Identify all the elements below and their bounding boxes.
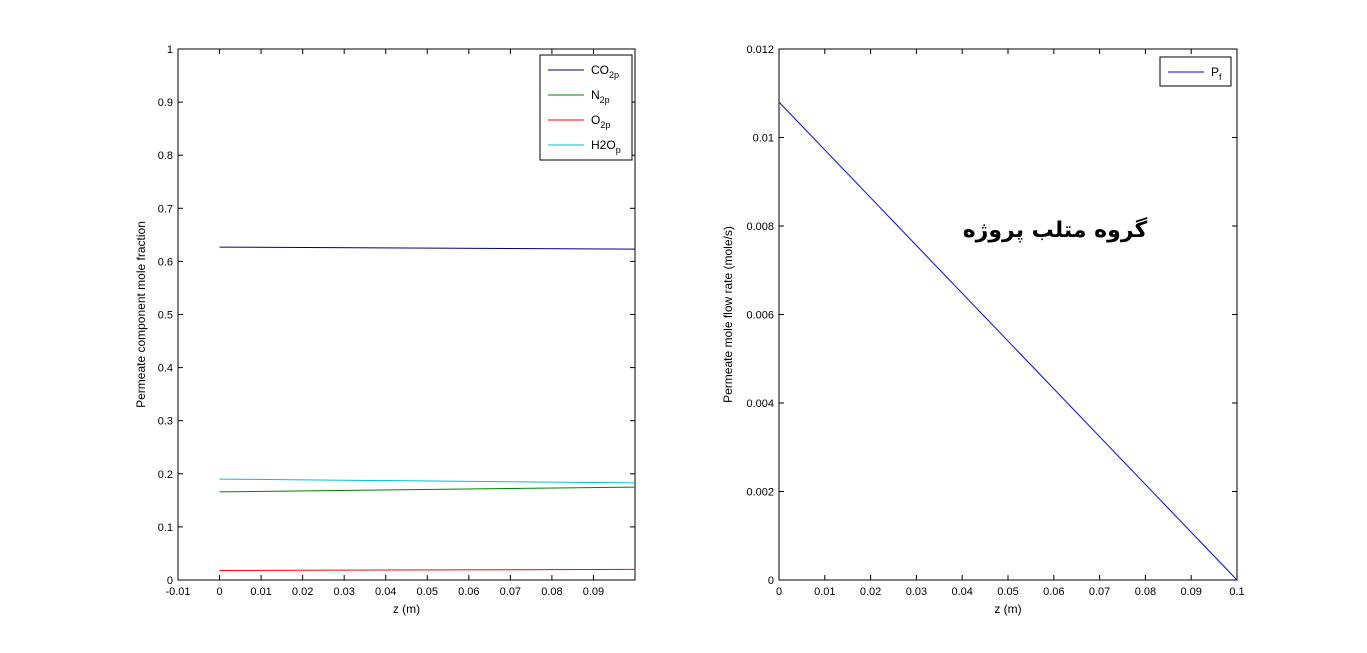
y-tick-label: 0.8 xyxy=(158,150,173,162)
x-tick-label: -0.01 xyxy=(165,586,190,598)
x-axis-label: z (m) xyxy=(393,602,420,616)
x-tick-label: 0.04 xyxy=(375,586,396,598)
x-tick-label: 0.01 xyxy=(814,586,835,598)
x-tick-label: 0.07 xyxy=(1089,586,1110,598)
x-tick-label: 0 xyxy=(776,586,782,598)
y-tick-label: 0.6 xyxy=(158,256,173,268)
y-tick-label: 0.9 xyxy=(158,97,173,109)
y-tick-label: 0 xyxy=(768,575,774,587)
series-line-p xyxy=(778,101,1238,581)
y-tick-label: 0.012 xyxy=(746,44,774,56)
y-axis-label: Permeate mole flow rate (mole/s) xyxy=(721,226,735,403)
series-line-h2o xyxy=(219,478,636,484)
legend-box xyxy=(539,54,633,161)
y-tick-label: 0.4 xyxy=(158,363,173,375)
y-tick-label: 0.7 xyxy=(158,203,173,215)
y-tick-label: 1 xyxy=(167,44,173,56)
x-tick-label: 0.03 xyxy=(906,586,927,598)
x-tick-label: 0.09 xyxy=(583,586,604,598)
series-line-co xyxy=(219,246,636,250)
y-tick-label: 0.01 xyxy=(753,133,774,145)
y-tick-label: 0.002 xyxy=(746,487,774,499)
x-tick-label: 0.06 xyxy=(458,586,479,598)
y-tick-label: 0.1 xyxy=(158,522,173,534)
x-axis-label: z (m) xyxy=(994,602,1021,616)
watermark-text: گروه متلب پروژه xyxy=(963,216,1148,243)
plot-mole-fraction: -0.01 0 0.01 0.02 0.03 0.04 0.05 0.06 0.07 0.08 0.… xyxy=(134,44,636,616)
x-tick-label: 0.08 xyxy=(541,586,562,598)
y-tick-label: 0.004 xyxy=(746,398,774,410)
y-axis-label: Permeate component mole fraction xyxy=(134,221,148,408)
legend-entry: N2p xyxy=(591,88,610,105)
x-tick-label: 0 xyxy=(216,586,222,598)
x-tick-label: 0.02 xyxy=(292,586,313,598)
y-tick-label: 0.5 xyxy=(158,310,173,322)
x-tick-label: 0.07 xyxy=(500,586,521,598)
y-tick-label: 0.2 xyxy=(158,469,173,481)
x-tick-label: 0.05 xyxy=(417,586,438,598)
legend-entry: H2Op xyxy=(591,138,621,155)
series-line-n xyxy=(219,486,636,493)
x-tick-label: 0.03 xyxy=(333,586,354,598)
y-tick-label: 0.008 xyxy=(746,221,774,233)
x-tick-label: 0.05 xyxy=(997,586,1018,598)
axes-box xyxy=(778,48,1238,581)
y-tick-label: 0.006 xyxy=(746,310,774,322)
x-tick-label: 0.02 xyxy=(860,586,881,598)
x-tick-label: 0.08 xyxy=(1135,586,1156,598)
x-tick-label: 0.04 xyxy=(951,586,972,598)
legend-entry: CO2p xyxy=(591,63,619,80)
y-tick-label: 0.3 xyxy=(158,416,173,428)
series-line-o xyxy=(219,568,636,571)
plot-flow-rate: 0 0.01 0.02 0.03 0.04 0.05 0.06 0.07 0.08 0.09 0.1… xyxy=(721,44,1245,616)
legend-entry: O2p xyxy=(591,113,610,130)
x-tick-label: 0.06 xyxy=(1043,586,1064,598)
x-tick-label: 0.09 xyxy=(1180,586,1201,598)
x-tick-label: 0.1 xyxy=(1229,586,1244,598)
legend-entry: Pf xyxy=(1211,65,1222,82)
y-tick-label: 0 xyxy=(167,575,173,587)
x-tick-label: 0.01 xyxy=(250,586,271,598)
